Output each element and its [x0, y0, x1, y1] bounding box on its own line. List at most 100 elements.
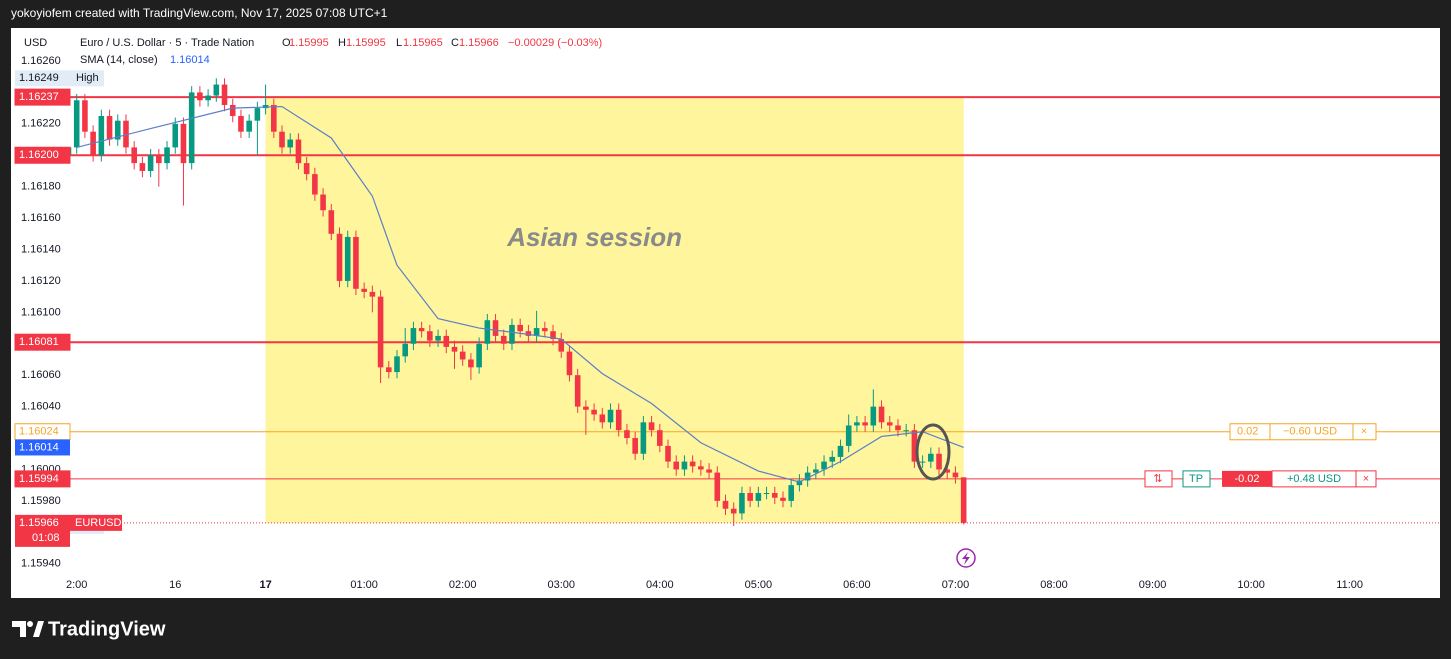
candle-body: [131, 147, 137, 164]
y-tick-label: 1.16140: [21, 243, 61, 255]
sma-value: 1.16014: [170, 54, 210, 66]
x-tick-label: 17: [259, 579, 271, 591]
level-price-label: 1.16081: [19, 336, 59, 348]
x-tick-label: 01:00: [350, 579, 378, 591]
ohlc-letter: H: [338, 37, 346, 49]
y-tick-label: 1.16120: [21, 275, 61, 287]
ohlc-letter: O: [282, 37, 291, 49]
candle-body: [271, 104, 277, 132]
marker-price: 1.16249: [19, 72, 59, 84]
candle-body: [164, 147, 170, 164]
x-tick-label: 08:00: [1040, 579, 1068, 591]
candle-body: [377, 296, 384, 368]
candle-body: [919, 461, 926, 463]
candle-body: [558, 339, 565, 352]
candle-body: [517, 324, 523, 332]
order-reverse-btn[interactable]: [1144, 470, 1173, 488]
candle-body: [583, 406, 589, 410]
level-price-label-bg: [14, 333, 71, 351]
candle-body: [632, 438, 638, 454]
order-box[interactable]: [1229, 423, 1377, 441]
order-qty[interactable]: 0.02: [1237, 426, 1258, 438]
currency[interactable]: USD: [24, 37, 47, 49]
candle-body: [459, 351, 466, 360]
candle-body: [657, 430, 663, 446]
candle-body: [706, 469, 712, 473]
ohlc-letter: L: [396, 37, 402, 49]
candle-body: [320, 194, 326, 211]
order-reverse[interactable]: ⇅: [1153, 473, 1162, 485]
candle-body: [886, 422, 893, 426]
order-close[interactable]: ×: [1361, 426, 1367, 438]
sma-price-label: 1.16014: [19, 441, 59, 453]
candle-body: [607, 409, 614, 423]
candle-body: [361, 288, 367, 292]
candle-body: [591, 409, 597, 415]
candle-body: [254, 108, 261, 121]
y-tick-label: 1.16220: [21, 118, 61, 130]
level-price-label-bg: [14, 88, 71, 106]
last-price-bg: [15, 514, 70, 547]
candle-body: [484, 320, 491, 344]
level-price-label: 1.16200: [19, 149, 59, 161]
order-tp[interactable]: TP: [1189, 473, 1203, 485]
x-tick-label: 07:00: [942, 579, 970, 591]
change: −0.00029 (−0.03%): [508, 37, 602, 49]
level-price-label: 1.15994: [19, 473, 59, 485]
y-tick-label: 1.16260: [21, 55, 61, 67]
candle-body: [771, 493, 778, 498]
candle-body: [525, 331, 532, 336]
x-tick-label: 02:00: [449, 579, 477, 591]
candle-body: [542, 328, 548, 332]
candle-body: [369, 291, 376, 297]
candle-body: [780, 497, 786, 501]
candle-body: [197, 92, 203, 101]
circle-annotation: [915, 423, 951, 481]
marker-label-bg: [70, 70, 104, 87]
candle-body: [689, 461, 696, 467]
plot-area: Asian session: [70, 78, 1440, 527]
candle-body: [960, 477, 967, 523]
level-price-label: 1.16237: [19, 91, 59, 103]
ohlc-letter: C: [451, 37, 459, 49]
candle-body: [468, 359, 474, 368]
candle-body: [550, 331, 556, 340]
candle-body: [180, 123, 187, 164]
order-close[interactable]: ×: [1363, 473, 1369, 485]
candle-body: [385, 367, 392, 373]
candle-body: [106, 115, 113, 140]
candle-body: [640, 422, 647, 454]
candle-body: [739, 493, 745, 514]
order-qty-bg[interactable]: [1222, 470, 1272, 487]
candle-body: [213, 84, 220, 96]
order-pnl[interactable]: +0.48 USD: [1287, 473, 1341, 485]
candle-body: [500, 335, 507, 344]
order-pnl[interactable]: −0.60 USD: [1283, 426, 1337, 438]
candle-body: [878, 406, 885, 423]
candle-body: [870, 406, 877, 426]
candle-body: [952, 472, 959, 478]
candle-body: [427, 331, 433, 341]
order-qty[interactable]: -0.02: [1234, 473, 1259, 485]
level-price-label: 1.16024: [19, 426, 59, 438]
candle-body: [451, 346, 458, 352]
candle-body: [755, 493, 762, 501]
order-close-bg[interactable]: [1355, 470, 1377, 488]
candle-body: [492, 320, 499, 336]
order-tp-btn[interactable]: [1182, 470, 1211, 488]
candle-body: [229, 104, 236, 116]
marker-price-bg: [15, 70, 70, 87]
candle-body: [722, 500, 729, 509]
candle-body: [344, 236, 351, 281]
candle-body: [681, 461, 688, 470]
logo-mark: [12, 621, 26, 637]
ohlc-value: 1.15966: [459, 37, 499, 49]
candle-body: [665, 445, 671, 462]
footer-logo: TradingView: [12, 618, 166, 640]
candle-body: [188, 92, 195, 164]
level-price-label-bg: [14, 146, 71, 164]
x-tick-label: 11:00: [1336, 579, 1363, 591]
candle-body: [928, 453, 934, 462]
ohlc-value: 1.15995: [346, 37, 386, 49]
